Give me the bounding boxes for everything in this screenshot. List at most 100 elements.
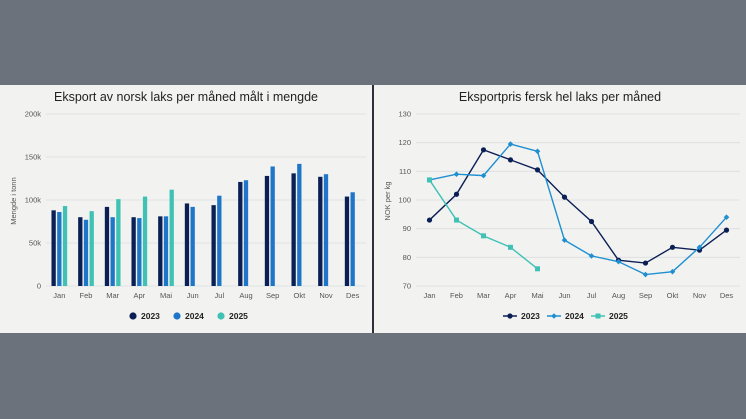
data-point <box>534 148 541 155</box>
bar <box>110 217 115 286</box>
legend-label: 2024 <box>565 311 584 321</box>
bar <box>169 189 174 286</box>
y-axis-title: Mengde i tonn <box>9 177 18 225</box>
data-point <box>507 141 514 147</box>
legend-marker <box>551 313 557 319</box>
legend-marker <box>173 312 181 320</box>
x-tick-label: Feb <box>80 291 93 300</box>
panel-divider <box>372 85 374 333</box>
bar <box>184 203 190 286</box>
x-tick-label: Mar <box>477 291 490 300</box>
bar <box>89 211 94 286</box>
bar <box>158 216 163 286</box>
x-tick-label: Jul <box>215 291 225 300</box>
data-point <box>453 171 460 177</box>
x-tick-label: Aug <box>239 291 252 300</box>
y-tick-label: 90 <box>403 224 411 233</box>
legend-marker <box>595 313 601 319</box>
bar <box>62 206 68 286</box>
data-point <box>696 244 703 251</box>
bar <box>83 219 89 286</box>
y-tick-label: 100 <box>398 196 411 205</box>
series-line <box>429 148 727 264</box>
y-tick-label: 130 <box>398 110 411 119</box>
data-point <box>642 260 649 266</box>
y-tick-label: 200k <box>25 110 42 119</box>
data-point <box>507 157 514 163</box>
bar <box>131 217 136 286</box>
x-tick-label: Mar <box>106 291 119 300</box>
x-tick-label: Apr <box>505 291 517 300</box>
x-tick-label: Sep <box>266 291 279 300</box>
data-point <box>481 233 486 239</box>
bar <box>78 217 83 286</box>
data-point <box>534 167 541 173</box>
bar <box>270 166 275 286</box>
data-point <box>642 271 649 278</box>
data-point <box>453 191 460 197</box>
bar <box>344 196 350 286</box>
price-line-chart: Eksportpris fersk hel laks per måned NOK… <box>383 90 740 321</box>
x-tick-label: Jun <box>187 291 199 300</box>
bar <box>190 206 195 286</box>
data-point <box>588 218 595 225</box>
data-point <box>723 227 730 233</box>
data-point <box>427 177 432 183</box>
x-tick-label: Okt <box>667 291 680 300</box>
bar <box>217 195 222 286</box>
data-point <box>535 266 540 272</box>
data-point <box>669 244 676 250</box>
x-tick-label: Jan <box>423 291 435 300</box>
legend-marker <box>129 312 137 320</box>
x-tick-label: Jan <box>53 291 65 300</box>
x-tick-label: Mai <box>160 291 172 300</box>
bar <box>163 216 169 286</box>
y-tick-label: 70 <box>403 282 411 291</box>
x-tick-label: Des <box>346 291 360 300</box>
x-tick-label: Nov <box>693 291 707 300</box>
legend-label: 2025 <box>229 311 248 321</box>
bar <box>51 210 56 286</box>
bar <box>211 205 216 286</box>
data-point <box>508 244 513 250</box>
bar <box>137 218 142 286</box>
legend-marker <box>217 312 225 320</box>
bar <box>297 163 302 286</box>
data-point <box>480 147 487 153</box>
data-point <box>588 253 595 259</box>
bar <box>57 212 62 286</box>
legend-label: 2023 <box>521 311 540 321</box>
data-point <box>454 217 459 223</box>
price-chart-panel: Eksportpris fersk hel laks per måned NOK… <box>374 85 746 333</box>
quantity-chart-panel: Eksport av norsk laks per måned målt i m… <box>0 85 372 333</box>
y-tick-label: 120 <box>398 138 411 147</box>
x-tick-label: Jul <box>587 291 597 300</box>
legend-label: 2023 <box>141 311 160 321</box>
data-point <box>669 268 676 275</box>
y-tick-label: 150k <box>25 153 42 162</box>
y-tick-label: 100k <box>25 196 42 205</box>
y-tick-label: 80 <box>403 253 411 262</box>
x-tick-label: Feb <box>450 291 463 300</box>
data-point <box>561 237 568 243</box>
x-tick-label: Mai <box>531 291 543 300</box>
bar <box>142 196 148 286</box>
bar <box>243 180 249 286</box>
bar <box>116 199 121 286</box>
bar <box>104 206 110 286</box>
series-line <box>428 179 538 270</box>
series-line <box>429 143 728 276</box>
bar <box>238 181 243 286</box>
bar <box>323 174 329 286</box>
legend-label: 2024 <box>185 311 204 321</box>
data-point <box>561 194 568 200</box>
bar <box>350 192 355 286</box>
chart-title: Eksport av norsk laks per måned målt i m… <box>54 90 318 104</box>
y-tick-label: 0 <box>37 282 41 291</box>
bar <box>264 175 270 286</box>
x-tick-label: Apr <box>133 291 145 300</box>
x-tick-label: Jun <box>558 291 570 300</box>
x-tick-label: Sep <box>639 291 652 300</box>
y-tick-label: 50k <box>29 239 41 248</box>
x-tick-label: Des <box>720 291 734 300</box>
